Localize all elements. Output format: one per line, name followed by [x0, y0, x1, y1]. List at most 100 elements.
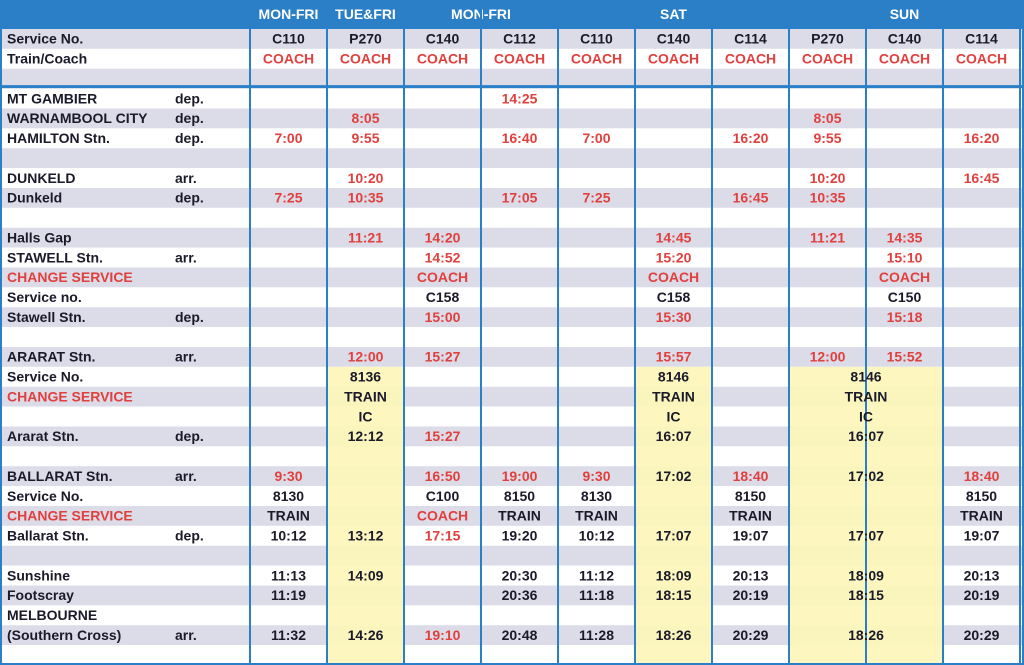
cell-value: 10:12: [271, 528, 307, 544]
cell-value: TRAIN: [845, 388, 888, 404]
stop-label: Sunshine: [7, 567, 70, 583]
cell-value: 15:57: [656, 349, 692, 365]
stop-label: Dunkeld: [7, 190, 62, 206]
cell-value: COACH: [956, 51, 1007, 67]
cell-value: 18:40: [733, 468, 769, 484]
cell-value: 18:40: [964, 468, 1000, 484]
row-band: [0, 585, 1024, 606]
cell-value: 14:25: [502, 90, 538, 106]
row-band: [0, 486, 1024, 506]
stop-label: Ballarat Stn.: [7, 528, 89, 544]
cell-value: C114: [734, 31, 767, 47]
cell-value: 18:15: [656, 587, 692, 603]
row-band: [0, 287, 1024, 308]
cell-value: 20:29: [964, 627, 1000, 643]
cell-value: P270: [811, 31, 844, 47]
cell-value: 15:10: [887, 249, 923, 265]
cell-value: COACH: [648, 51, 699, 67]
row-band: [0, 207, 1024, 228]
cell-value: 8146: [658, 369, 689, 385]
cell-value: 8136: [350, 369, 381, 385]
cell-value: C158: [657, 289, 691, 305]
cell-value: COACH: [571, 51, 622, 67]
stop-label: DUNKELD: [7, 170, 75, 186]
row-band: [0, 108, 1024, 129]
cell-value: C140: [426, 31, 460, 47]
stop-label: Train/Coach: [7, 51, 87, 67]
arr-dep: arr.: [175, 349, 197, 365]
header-band: [0, 0, 1024, 29]
cell-value: 18:26: [848, 627, 884, 643]
row-band: [0, 128, 1024, 149]
stop-label: CHANGE SERVICE: [7, 508, 133, 524]
row-band: [0, 307, 1024, 328]
cell-value: C100: [426, 488, 460, 504]
stop-label: HAMILTON Stn.: [7, 130, 110, 146]
cell-value: COACH: [802, 51, 853, 67]
cell-value: 8150: [735, 488, 766, 504]
stop-label: Halls Gap: [7, 229, 72, 245]
stop-label: Service No.: [7, 369, 83, 385]
cell-value: 16:07: [848, 428, 884, 444]
stop-label: ARARAT Stn.: [7, 349, 95, 365]
cell-value: 11:13: [271, 567, 306, 583]
cell-value: C140: [657, 31, 691, 47]
cell-value: 10:20: [348, 170, 384, 186]
cell-value: 11:21: [810, 229, 845, 245]
row-band: [0, 267, 1024, 288]
stop-label: Stawell Stn.: [7, 309, 86, 325]
cell-value: 20:13: [733, 567, 769, 583]
row-band: [0, 545, 1024, 566]
cell-value: 15:00: [425, 309, 461, 325]
cell-value: 15:27: [425, 428, 461, 444]
cell-value: 18:26: [656, 627, 692, 643]
cell-value: COACH: [879, 51, 930, 67]
cell-value: 20:19: [964, 587, 1000, 603]
day-group: SAT: [660, 6, 687, 22]
stop-label: MELBOURNE: [7, 607, 97, 623]
row-band: [0, 168, 1024, 188]
cell-value: TRAIN: [575, 508, 618, 524]
stop-label: WARNAMBOOL CITY: [7, 110, 148, 126]
arr-dep: dep.: [175, 130, 204, 146]
arr-dep: arr.: [175, 170, 197, 186]
cell-value: COACH: [340, 51, 391, 67]
cell-value: 14:52: [425, 249, 461, 265]
cell-value: IC: [859, 408, 873, 424]
cell-value: 7:25: [274, 190, 302, 206]
cell-value: 18:15: [848, 587, 884, 603]
arr-dep: arr.: [175, 627, 197, 643]
cell-value: IC: [667, 408, 681, 424]
row-band: [0, 88, 1024, 109]
cell-value: 20:19: [733, 587, 769, 603]
cell-value: 12:00: [348, 349, 384, 365]
row-band: [0, 446, 1024, 467]
cell-value: 9:55: [351, 130, 379, 146]
arr-dep: dep.: [175, 528, 204, 544]
arr-dep: dep.: [175, 190, 204, 206]
cell-value: 8130: [273, 488, 304, 504]
cell-value: TRAIN: [498, 508, 541, 524]
cell-value: 20:30: [502, 567, 538, 583]
train-highlight: [327, 366, 404, 665]
cell-value: TRAIN: [960, 508, 1003, 524]
arr-dep: dep.: [175, 90, 204, 106]
cell-value: 9:55: [813, 130, 841, 146]
cell-value: COACH: [725, 51, 776, 67]
cell-value: 19:00: [502, 468, 538, 484]
cell-value: 14:26: [348, 627, 384, 643]
stop-label: STAWELL Stn.: [7, 249, 103, 265]
row-band: [0, 48, 1024, 69]
cell-value: 8:05: [813, 110, 841, 126]
cell-value: 16:45: [733, 190, 769, 206]
row-band: [0, 188, 1024, 208]
cell-value: 16:20: [733, 130, 769, 146]
cell-value: COACH: [263, 51, 314, 67]
arr-dep: arr.: [175, 249, 197, 265]
cell-value: 10:12: [579, 528, 615, 544]
cell-value: 16:07: [656, 428, 692, 444]
cell-value: 12:00: [810, 349, 846, 365]
cell-value: 11:21: [348, 229, 383, 245]
